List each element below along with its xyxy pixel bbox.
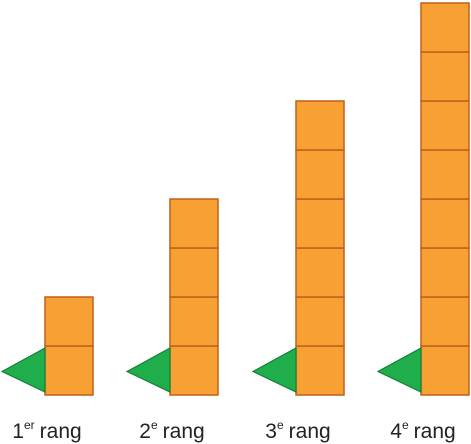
rank-label: 3e rang [265, 418, 330, 443]
rank-suffix: e [277, 418, 284, 432]
orange-square [169, 198, 219, 249]
green-triangle [125, 346, 171, 393]
rank-suffix: e [402, 418, 409, 432]
orange-square [420, 51, 470, 102]
rank-number: 1 [12, 420, 24, 443]
green-triangle [251, 346, 297, 393]
rank-label: 2e rang [139, 418, 204, 443]
orange-square [420, 149, 470, 200]
rank-number: 4 [390, 420, 402, 443]
orange-square [169, 296, 219, 347]
rank-figure [376, 2, 470, 396]
orange-square [420, 296, 470, 347]
rank-figure [0, 296, 94, 396]
orange-square [169, 345, 219, 396]
orange-square [420, 2, 470, 53]
orange-square [295, 345, 345, 396]
green-triangle [0, 346, 46, 393]
orange-square [295, 149, 345, 200]
orange-square [420, 247, 470, 298]
orange-square [44, 345, 94, 396]
rank-suffix: e [151, 418, 158, 432]
orange-square [295, 296, 345, 347]
rank-number: 2 [139, 420, 151, 443]
rank-figure [125, 198, 219, 396]
rank-suffix: er [24, 418, 35, 432]
rank-figure [251, 100, 345, 396]
rank-number: 3 [265, 420, 277, 443]
rank-word: rang [40, 420, 82, 443]
orange-square [44, 296, 94, 347]
green-triangle [376, 346, 422, 393]
orange-square [420, 198, 470, 249]
rank-word: rang [289, 420, 331, 443]
orange-square [420, 345, 470, 396]
orange-square [420, 100, 470, 151]
rank-label: 1er rang [12, 418, 81, 443]
rank-word: rang [414, 420, 456, 443]
orange-square [169, 247, 219, 298]
orange-square [295, 198, 345, 249]
rank-label: 4e rang [390, 418, 455, 443]
orange-square [295, 247, 345, 298]
orange-square [295, 100, 345, 151]
rank-word: rang [163, 420, 205, 443]
